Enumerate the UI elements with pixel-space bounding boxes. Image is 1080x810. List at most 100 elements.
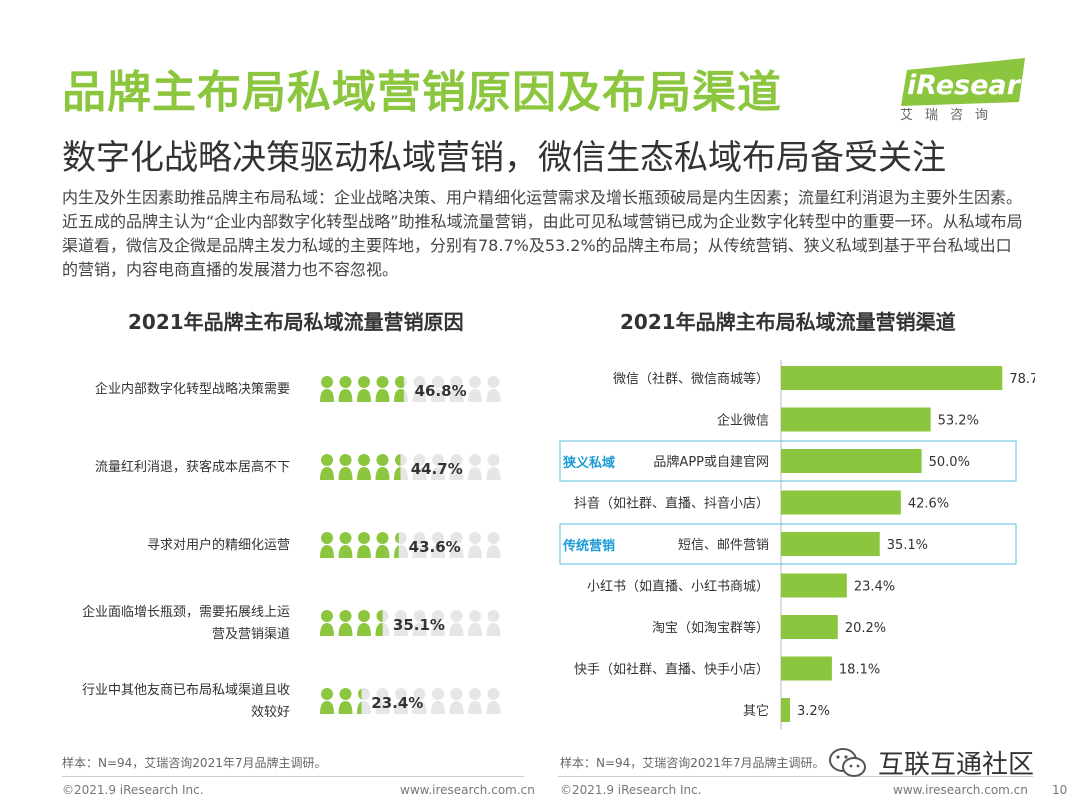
person-icon [412, 532, 427, 558]
person-icon-head [321, 454, 333, 466]
person-icon-head [413, 376, 426, 388]
person-icon [320, 532, 334, 558]
person-icon-head [432, 454, 444, 466]
person-icon-head [376, 376, 389, 388]
person-icon-body [394, 701, 408, 714]
right-url: www.iresearch.com.cn [893, 783, 1028, 797]
watermark-text: 互联互通社区 [878, 750, 1035, 780]
person-icon-head [413, 454, 426, 466]
person-icon [431, 532, 445, 558]
person-icon-head [321, 376, 333, 388]
category-label: 企业内部数字化转型战略决策需要 [95, 381, 290, 397]
person-icon-body [320, 701, 334, 714]
person-icon [375, 610, 390, 636]
person-icon [431, 376, 445, 402]
person-icon-body [357, 389, 371, 402]
right-chart-title: 2021年品牌主布局私域流量营销渠道 [620, 310, 956, 334]
person-icon-body-fill [394, 467, 401, 480]
bar [781, 490, 901, 515]
person-icon-body [320, 623, 334, 636]
person-icon-body [486, 467, 501, 480]
person-icon-body [468, 623, 482, 636]
person-icon-body [338, 545, 353, 558]
category-label: 营及营销渠道 [212, 627, 290, 642]
person-icon-body [486, 389, 501, 402]
person-icon-body [412, 389, 427, 402]
category-label: 短信、邮件营销 [678, 538, 769, 553]
person-icon [449, 454, 464, 480]
value-label: 23.4% [371, 694, 423, 712]
person-icon [449, 610, 464, 636]
person-icon-head [450, 454, 463, 466]
person-icon [394, 376, 408, 402]
person-icon-head [358, 454, 370, 466]
person-icon-body [412, 623, 427, 636]
person-icon [375, 532, 390, 558]
bar [781, 449, 922, 473]
person-icon-body [357, 467, 371, 480]
left-source-note: 样本：N=94，艾瑞咨询2021年7月品牌主调研。 [62, 756, 327, 770]
person-icon [449, 376, 464, 402]
person-icon [486, 376, 501, 402]
person-icon-head [339, 688, 352, 700]
person-icon-head [432, 376, 444, 388]
value-label: 3.2% [797, 704, 830, 719]
person-icon-head [395, 610, 407, 622]
person-icon-head-fill [395, 454, 401, 466]
person-icon-head-fill [376, 610, 383, 622]
value-label: 35.1% [393, 616, 445, 634]
bar [781, 615, 838, 639]
person-icon-body [431, 467, 445, 480]
person-icon-body [449, 467, 464, 480]
person-icon [394, 454, 408, 480]
person-icon-head [339, 454, 352, 466]
person-icon [468, 454, 482, 480]
person-icon [412, 610, 427, 636]
person-icon-body [431, 389, 445, 402]
value-label: 23.4% [854, 580, 895, 595]
person-icon [375, 376, 390, 402]
category-label: 流量红利消退，获客成本居高不下 [95, 459, 290, 475]
person-icon [486, 688, 501, 714]
person-icon-head [450, 532, 463, 544]
person-icon-head [358, 376, 370, 388]
person-icon-head [376, 532, 389, 544]
person-icon-head [321, 532, 333, 544]
person-icon-body [375, 389, 390, 402]
person-icon [320, 610, 334, 636]
highlight-box [559, 523, 1017, 565]
person-icon [338, 532, 353, 558]
iresearch-logo: iResearch [901, 58, 1033, 106]
left-url: www.iresearch.com.cn [400, 783, 535, 797]
person-icon [468, 532, 482, 558]
page-number: 10 [1052, 783, 1068, 797]
person-icon [486, 454, 501, 480]
person-icon-head [413, 532, 426, 544]
reasons-pictogram-chart: 企业内部数字化转型战略决策需要 46.8% 流量红利消退，获客成本居高不下 44.7%… [82, 376, 501, 720]
person-icon-body [375, 467, 390, 480]
person-icon [375, 454, 390, 480]
person-icon-body [449, 701, 464, 714]
value-label: 42.6% [908, 497, 949, 512]
person-icon-body [449, 623, 464, 636]
person-icon-head-fill [358, 688, 362, 700]
person-icon-head [450, 688, 463, 700]
person-icon-body [338, 389, 353, 402]
person-icon-body [412, 701, 427, 714]
bar [781, 407, 931, 432]
person-icon-head [432, 610, 444, 622]
bar [781, 656, 832, 681]
category-label: 抖音（如社群、直播、抖音小店） [574, 496, 769, 512]
person-icon [320, 688, 334, 714]
person-icon-body [320, 545, 334, 558]
person-icon [486, 610, 501, 636]
person-icon-body [431, 545, 445, 558]
person-icon-body [431, 701, 445, 714]
value-label: 78.7% [1009, 372, 1035, 387]
person-icon-head [469, 688, 481, 700]
category-label: 小红书（如直播、小红书商城） [587, 579, 769, 595]
value-label: 50.0% [929, 455, 970, 470]
person-icon-body [449, 389, 464, 402]
value-label: 35.1% [887, 538, 928, 553]
person-icon [412, 688, 427, 714]
